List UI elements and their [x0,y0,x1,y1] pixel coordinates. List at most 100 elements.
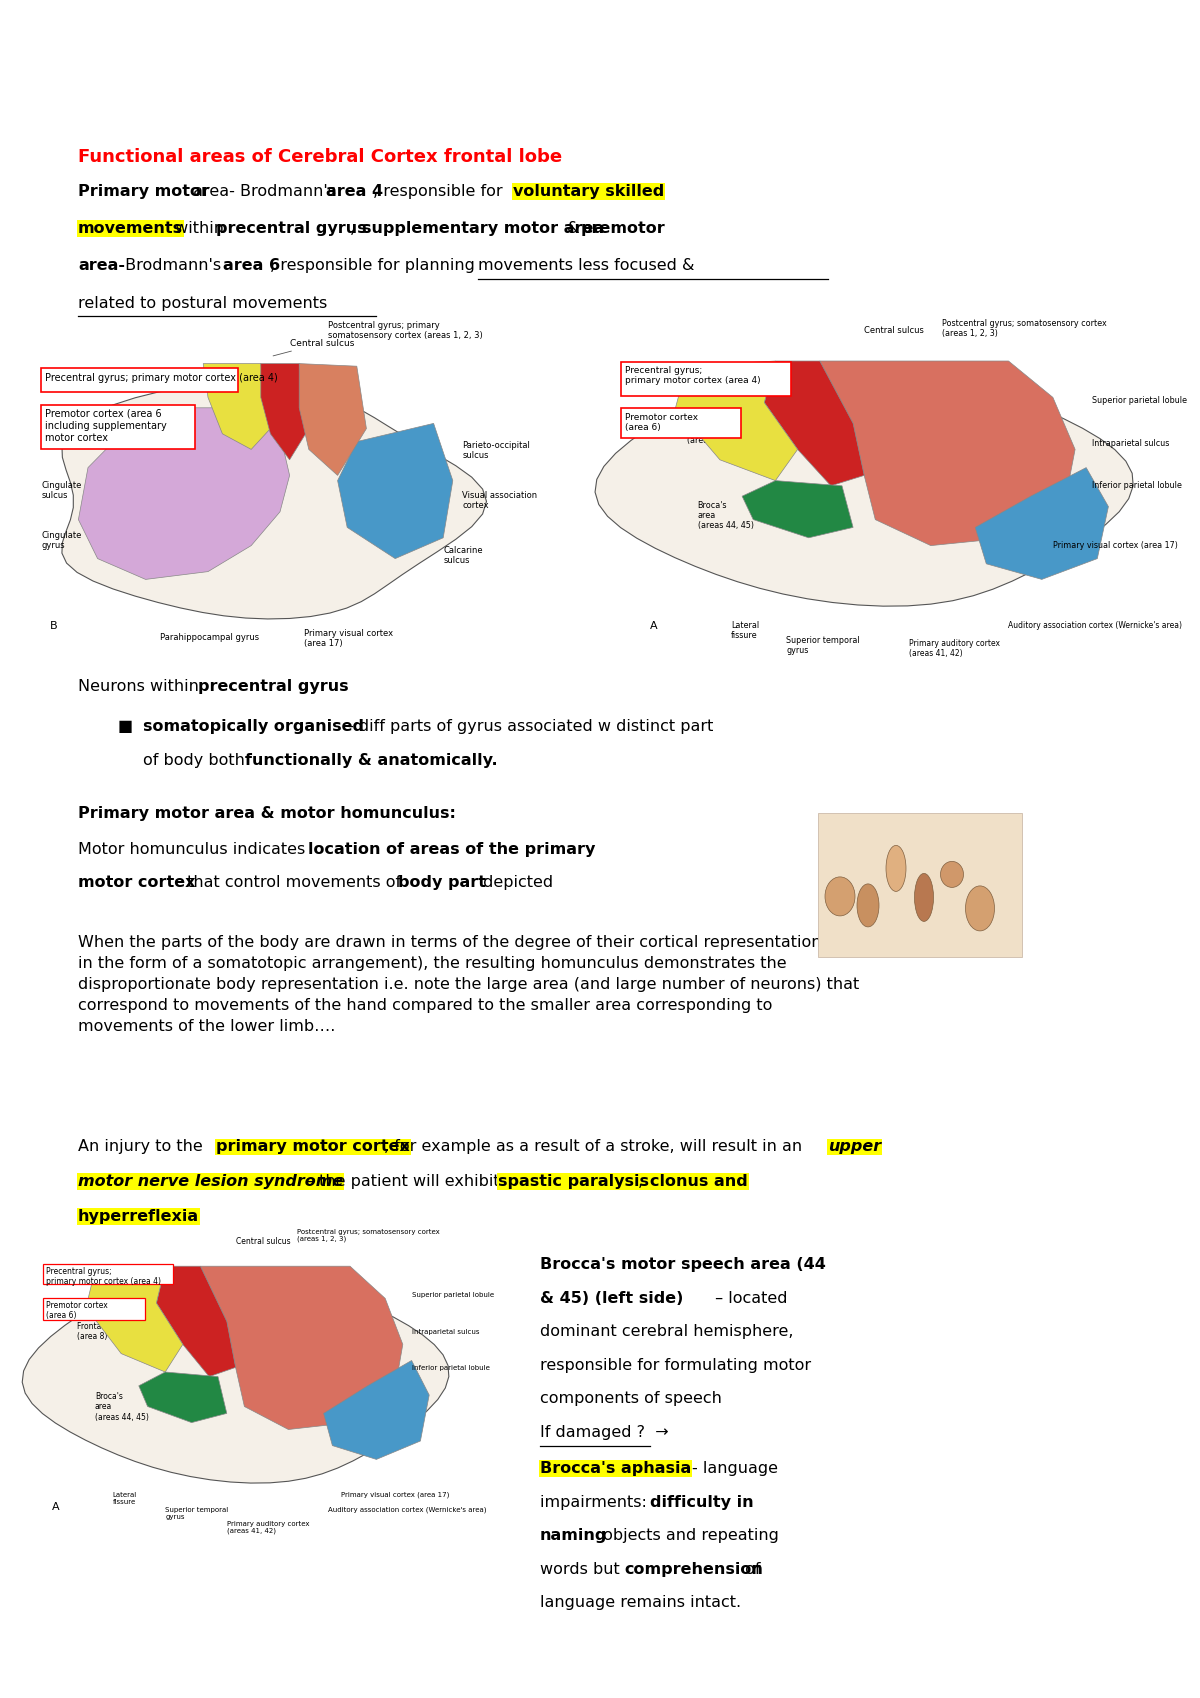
Text: Brocca's motor speech area (44: Brocca's motor speech area (44 [540,1257,826,1272]
Text: A: A [52,1503,60,1511]
Text: Auditory association cortex (Wernicke's area): Auditory association cortex (Wernicke's … [328,1508,486,1513]
Text: ,: , [350,221,360,236]
Text: within: within [170,221,229,236]
Text: Primary motor area & motor homunculus:: Primary motor area & motor homunculus: [78,807,456,820]
Polygon shape [299,363,366,475]
Polygon shape [764,362,864,486]
Polygon shape [976,467,1109,579]
Text: – the patient will exhibit: – the patient will exhibit [306,1175,505,1189]
Polygon shape [337,423,452,559]
Polygon shape [78,408,289,579]
Polygon shape [200,1267,403,1430]
Text: Precentral gyrus;
primary motor cortex (area 4): Precentral gyrus; primary motor cortex (… [625,365,761,385]
Text: Intraparietal sulcus: Intraparietal sulcus [412,1330,479,1335]
Text: Inferior parietal lobule: Inferior parietal lobule [1092,481,1182,489]
Text: motor nerve lesion syndrome: motor nerve lesion syndrome [78,1175,343,1189]
Ellipse shape [941,861,964,888]
Text: functionally & anatomically.: functionally & anatomically. [245,752,498,767]
Polygon shape [156,1267,235,1377]
Text: precentral gyrus: precentral gyrus [198,679,349,693]
FancyBboxPatch shape [622,362,791,396]
Text: components of speech: components of speech [540,1391,722,1406]
Text: words but: words but [540,1562,625,1577]
Text: Primary motor: Primary motor [78,183,209,199]
Text: Primary auditory cortex
(areas 41, 42): Primary auditory cortex (areas 41, 42) [227,1521,310,1535]
Text: movements: movements [78,221,184,236]
Text: depicted: depicted [478,876,553,890]
Text: premotor: premotor [581,221,666,236]
Text: Precentral gyrus;
primary motor cortex (area 4): Precentral gyrus; primary motor cortex (… [46,1267,161,1287]
Polygon shape [62,384,486,620]
Text: Frontal eye field
(area 8): Frontal eye field (area 8) [77,1323,139,1341]
Text: Primary auditory cortex
(areas 41, 42): Primary auditory cortex (areas 41, 42) [908,638,1000,659]
Text: dominant cerebral hemisphere,: dominant cerebral hemisphere, [540,1324,793,1340]
Text: Auditory association cortex (Wernicke's area): Auditory association cortex (Wernicke's … [1008,620,1182,630]
Text: supplementary motor area: supplementary motor area [362,221,604,236]
Polygon shape [820,362,1075,545]
Text: Premotor cortex
(area 6): Premotor cortex (area 6) [46,1301,108,1321]
Text: that control movements of: that control movements of [182,876,407,890]
Polygon shape [139,1372,227,1423]
Text: , responsible for planning: , responsible for planning [270,258,480,273]
Text: Postcentral gyrus; somatosensory cortex
(areas 1, 2, 3): Postcentral gyrus; somatosensory cortex … [942,319,1106,338]
Text: comprehension: comprehension [624,1562,763,1577]
Text: When the parts of the body are drawn in terms of the degree of their cortical re: When the parts of the body are drawn in … [78,936,863,1034]
Text: Inferior parietal lobule: Inferior parietal lobule [412,1365,490,1370]
FancyBboxPatch shape [43,1297,145,1319]
Text: & 45) (left side): & 45) (left side) [540,1290,683,1306]
Text: Central sulcus: Central sulcus [235,1238,290,1246]
Text: body part: body part [398,876,486,890]
Text: Postcentral gyrus; somatosensory cortex
(areas 1, 2, 3): Postcentral gyrus; somatosensory cortex … [298,1229,440,1243]
Text: movements less focused &: movements less focused & [478,258,695,273]
Ellipse shape [826,876,854,915]
Ellipse shape [966,886,995,931]
FancyBboxPatch shape [622,408,742,438]
Text: language remains intact.: language remains intact. [540,1596,742,1610]
Text: Precentral gyrus; primary motor cortex (area 4): Precentral gyrus; primary motor cortex (… [46,372,277,382]
Text: ,: , [638,1175,648,1189]
Text: Brodmann's: Brodmann's [120,258,227,273]
Text: Primary visual cortex (area 17): Primary visual cortex (area 17) [1052,540,1177,550]
Text: spastic paralysis: spastic paralysis [498,1175,649,1189]
Text: An injury to the: An injury to the [78,1139,208,1155]
Text: precentral gyrus: precentral gyrus [216,221,367,236]
Text: Motor homunculus indicates: Motor homunculus indicates [78,842,316,857]
Polygon shape [676,362,798,481]
Text: Neurons within: Neurons within [78,679,204,693]
Text: of: of [740,1562,761,1577]
Text: objects and repeating: objects and repeating [598,1528,779,1543]
Text: Calcarine
sulcus: Calcarine sulcus [443,545,482,565]
Text: naming: naming [540,1528,607,1543]
Text: difficulty in: difficulty in [650,1494,754,1510]
Text: Lateral
fissure: Lateral fissure [113,1493,137,1504]
FancyBboxPatch shape [818,813,1022,958]
Text: area- Brodmann's: area- Brodmann's [188,183,341,199]
Polygon shape [23,1270,449,1482]
Text: upper: upper [828,1139,881,1155]
Text: - diff parts of gyrus associated w distinct part: - diff parts of gyrus associated w disti… [348,720,713,735]
Polygon shape [324,1360,430,1459]
Text: Broca's
area
(areas 44, 45): Broca's area (areas 44, 45) [697,501,754,530]
Text: Parahippocampal gyrus: Parahippocampal gyrus [160,633,259,642]
Text: responsible for formulating motor: responsible for formulating motor [540,1358,811,1372]
Text: , responsible for: , responsible for [373,183,508,199]
Text: Central sulcus: Central sulcus [274,338,354,357]
Polygon shape [86,1267,182,1372]
Text: - language: - language [692,1460,778,1476]
Text: location of areas of the primary: location of areas of the primary [308,842,595,857]
Text: ■: ■ [118,720,133,735]
Text: Premotor cortex (area 6
including supplementary
motor cortex: Premotor cortex (area 6 including supple… [46,409,167,443]
FancyBboxPatch shape [41,367,238,392]
FancyBboxPatch shape [43,1263,173,1284]
Text: Frontal eye field
(area 8): Frontal eye field (area 8) [686,426,751,445]
Text: Superior temporal
gyrus: Superior temporal gyrus [166,1508,228,1520]
Text: hyperreflexia: hyperreflexia [78,1209,199,1224]
Polygon shape [203,363,270,450]
Text: clonus and: clonus and [650,1175,748,1189]
Ellipse shape [857,885,878,927]
Text: area-: area- [78,258,125,273]
Text: Visual association
cortex: Visual association cortex [462,491,538,509]
Text: Superior parietal lobule: Superior parietal lobule [1092,396,1187,404]
Text: Parieto-occipital
sulcus: Parieto-occipital sulcus [462,440,530,460]
Text: Brocca's aphasia: Brocca's aphasia [540,1460,691,1476]
